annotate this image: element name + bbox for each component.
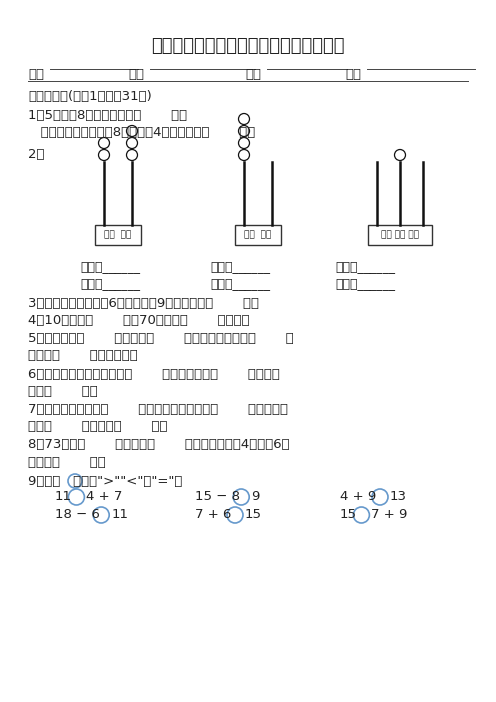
Circle shape [126,150,137,161]
Text: 十位  个位: 十位 个位 [104,230,131,239]
Text: 9: 9 [251,491,259,503]
Bar [95,225,141,245]
Text: 班级: 班级 [128,68,144,81]
Circle shape [68,489,84,505]
Text: 8、73是由（       ）个十和（       ）个一组成的；4个一和6个: 8、73是由（ ）个十和（ ）个一组成的；4个一和6个 [28,438,290,451]
Text: 7 + 6: 7 + 6 [195,508,231,522]
Text: 写作：______: 写作：______ [80,260,140,273]
Text: 11: 11 [111,508,128,522]
Text: 15 − 8: 15 − 8 [195,491,240,503]
Text: 6、一个数从右起第一位是（       ），第二位是（       ），第三: 6、一个数从右起第一位是（ ），第二位是（ ），第三 [28,368,280,381]
Circle shape [99,150,110,161]
Text: 7 + 9: 7 + 9 [372,508,408,522]
Text: 百位 十位 个位: 百位 十位 个位 [381,230,419,239]
Bar [235,225,281,245]
Circle shape [93,507,109,523]
Circle shape [394,150,406,161]
Circle shape [227,507,243,523]
Text: 15: 15 [340,508,357,522]
Text: 9、在（   ）填上">""<"或"="。: 9、在（ ）填上">""<"或"="。 [28,475,183,488]
Text: 4、10个十是（       ）。70里面有（       ）个十。: 4、10个十是（ ）。70里面有（ ）个十。 [28,314,249,327]
Circle shape [126,126,137,136]
Circle shape [239,138,249,149]
Text: 得分: 得分 [345,68,361,81]
Text: 3、一个数，个位上是6，十位上是9，这个数是（       ），: 3、一个数，个位上是6，十位上是9，这个数是（ ）， [28,297,259,310]
Text: 一、填空。(每空1分、共31分): 一、填空。(每空1分、共31分) [28,90,152,103]
Text: 写作：______: 写作：______ [335,260,395,273]
Text: 18 − 6: 18 − 6 [55,508,100,522]
Text: 位是（       ）。: 位是（ ）。 [28,385,98,398]
Text: 1、5个一和8个十合起来是（       ）。: 1、5个一和8个十合起来是（ ）。 [28,109,187,122]
Text: 十组成（       ）。: 十组成（ ）。 [28,456,106,469]
Text: 姓名: 姓名 [245,68,261,81]
Text: 一个两位数，个位是8，十位是4，这个数是（       ）。: 一个两位数，个位是8，十位是4，这个数是（ ）。 [28,126,255,139]
Circle shape [372,489,388,505]
Circle shape [239,114,249,124]
Bar [368,225,432,245]
Text: 学校: 学校 [28,68,44,81]
Text: 读作：______: 读作：______ [210,277,270,290]
Text: 4 + 7: 4 + 7 [86,491,123,503]
Text: 7、最大的一位数是（       ），最小的两位数是（       ），它们的: 7、最大的一位数是（ ），最小的两位数是（ ），它们的 [28,403,288,416]
Text: 2．: 2． [28,148,45,161]
Text: 读作：______: 读作：______ [80,277,140,290]
Text: 13: 13 [390,491,407,503]
Text: 读作：______: 读作：______ [335,277,395,290]
Circle shape [68,474,82,488]
Text: 写作：______: 写作：______ [210,260,270,273]
Text: 4 + 9: 4 + 9 [340,491,376,503]
Text: 15: 15 [245,508,262,522]
Circle shape [239,150,249,161]
Text: 二０一八春季学期年一年级期中检测试卷: 二０一八春季学期年一年级期中检测试卷 [151,37,345,55]
Text: 十位  个位: 十位 个位 [245,230,272,239]
Text: 和是（       ），差是（       ）。: 和是（ ），差是（ ）。 [28,420,168,433]
Text: 11: 11 [55,491,72,503]
Circle shape [233,489,249,505]
Circle shape [239,126,249,136]
Circle shape [99,138,110,149]
Circle shape [126,138,137,149]
Circle shape [353,507,370,523]
Text: 5、长方形有（       ）条边，（       ）相等，正方形有（       ）: 5、长方形有（ ）条边，（ ）相等，正方形有（ ） [28,332,294,345]
Text: 条边，（       ）条边相等。: 条边，（ ）条边相等。 [28,349,138,362]
